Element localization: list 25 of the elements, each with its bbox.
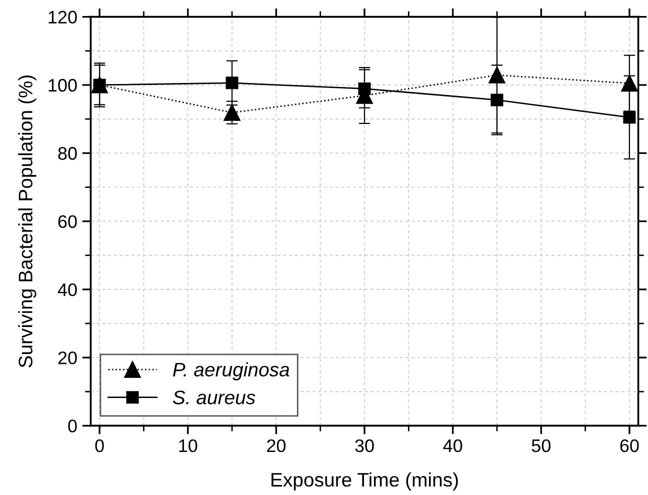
x-tick-label: 0	[95, 439, 104, 452]
point	[358, 82, 371, 95]
x-tick-label: 10	[179, 439, 198, 452]
y-tick-label: 60	[58, 215, 77, 228]
point	[621, 74, 638, 92]
y-tick-label: 0	[68, 420, 77, 432]
y-tick-label: 100	[48, 78, 77, 92]
point	[226, 76, 238, 90]
y-tick-label: 20	[58, 351, 77, 364]
y-axis-title: Surviving Bacterial Population (%)	[18, 75, 36, 368]
x-tick-label: 50	[532, 439, 550, 452]
point	[490, 94, 504, 106]
x-axis-title: Exposure Time (mins)	[272, 472, 458, 491]
y-tick-label: 40	[58, 283, 77, 296]
x-tick-label: 60	[620, 439, 639, 452]
x-tick-label: 30	[355, 439, 374, 452]
legend-label: P. aeruginosa	[172, 362, 290, 380]
legend-label: S. aureus	[172, 390, 256, 404]
point	[623, 111, 636, 124]
point	[224, 104, 240, 121]
point	[488, 66, 506, 84]
x-tick-label: 20	[267, 439, 286, 452]
y-tick-label: 80	[58, 147, 77, 160]
y-tick-label: 120	[48, 10, 77, 24]
x-tick-label: 40	[443, 439, 462, 452]
